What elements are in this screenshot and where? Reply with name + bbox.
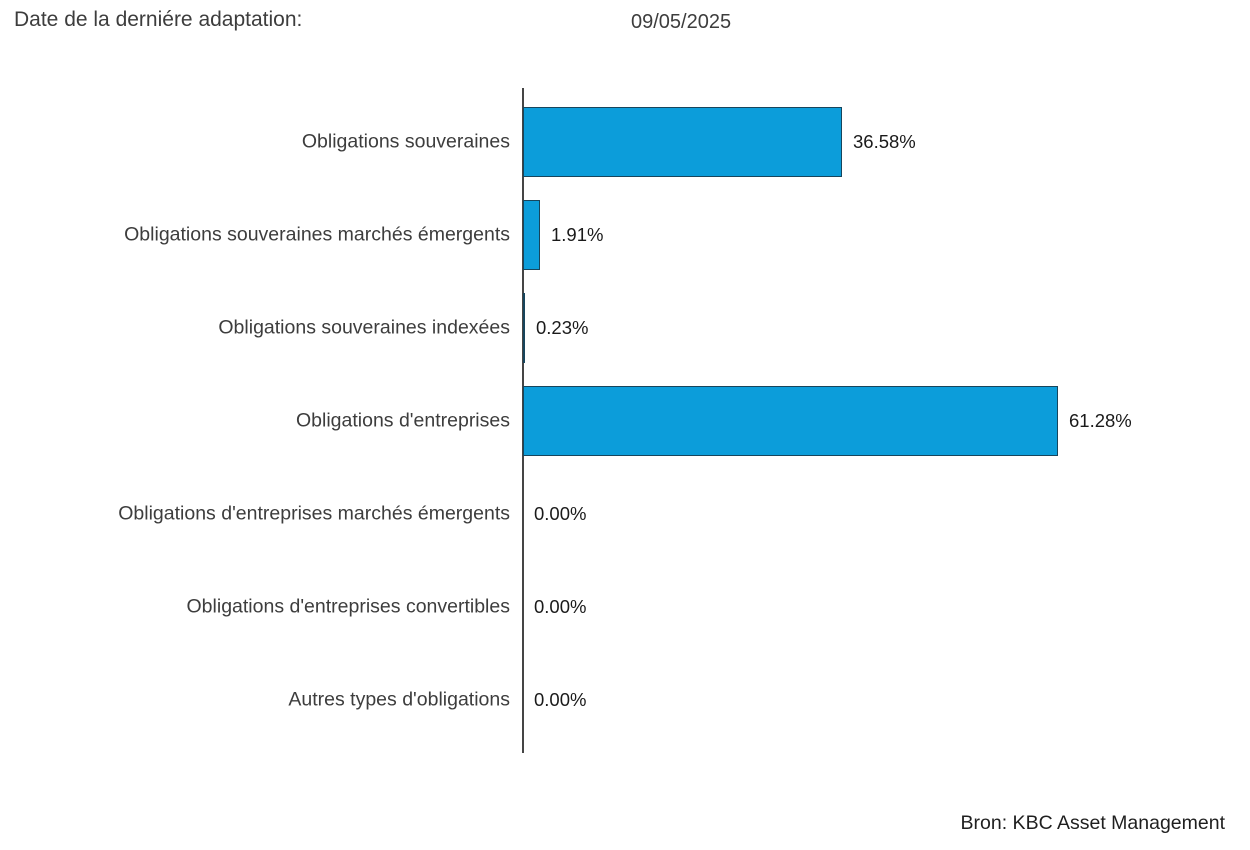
category-label: Obligations d'entreprises convertibles [186, 595, 510, 617]
value-label: 0.00% [534, 595, 587, 617]
bar-row: Obligations d'entreprises 61.28% [0, 374, 1250, 467]
category-label: Obligations souveraines marchés émergent… [124, 223, 510, 245]
source-note: Bron: KBC Asset Management [960, 812, 1225, 834]
bar-segment [523, 106, 842, 177]
bar-row: Obligations d'entreprises convertibles 0.… [0, 560, 1250, 653]
value-label: 61.28% [1069, 409, 1132, 431]
value-label: 1.91% [551, 223, 604, 245]
value-label: 36.58% [853, 130, 916, 152]
value-label: 0.23% [536, 316, 589, 338]
bar-row: Obligations souveraines marchés émergent… [0, 188, 1250, 281]
bar-row: Obligations d'entreprises marchés émerge… [0, 467, 1250, 560]
last-adaptation-date: 09/05/2025 [631, 11, 732, 33]
bar-row: Autres types d'obligations 0.00% [0, 653, 1250, 746]
bar-segment [523, 385, 1058, 456]
category-label: Obligations souveraines indexées [218, 316, 510, 338]
category-label: Obligations souveraines [301, 130, 510, 152]
bar-segment [523, 199, 540, 270]
value-label: 0.00% [534, 688, 587, 710]
category-label: Obligations d'entreprises marchés émerge… [118, 502, 510, 524]
value-label: 0.00% [534, 502, 587, 524]
last-adaptation-label: Date de la derniére adaptation: [14, 8, 303, 31]
bar-row: Obligations souveraines 36.58% [0, 95, 1250, 188]
bar-segment [523, 292, 525, 363]
category-label: Autres types d'obligations [288, 688, 510, 710]
bar-row: Obligations souveraines indexées 0.23% [0, 281, 1250, 374]
category-label: Obligations d'entreprises [295, 409, 510, 431]
